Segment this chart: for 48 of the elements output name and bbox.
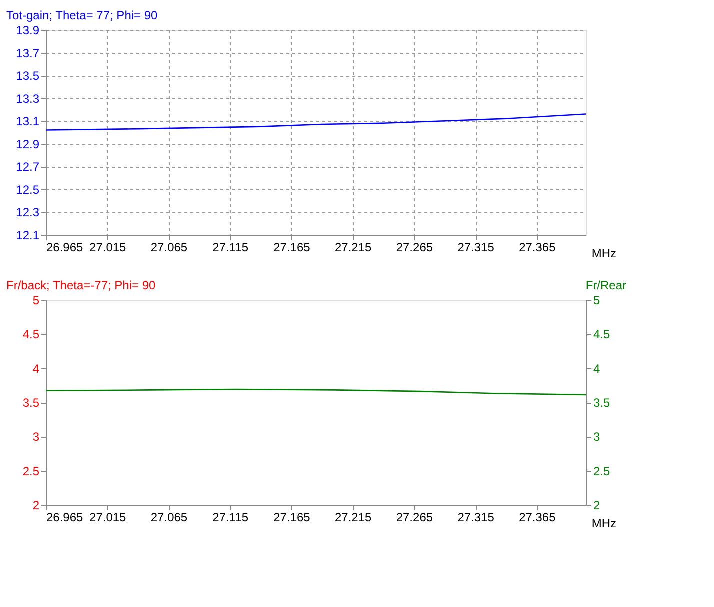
y-tick-label: 12.9 — [16, 137, 40, 152]
y-tick-label: 4 — [32, 362, 40, 376]
y-tick-label: 12.1 — [16, 228, 40, 242]
y-tick-label: 4.5 — [22, 328, 40, 342]
y-tick-label: 13.1 — [16, 114, 40, 129]
x-tick-label: 27.315 — [458, 240, 495, 254]
y2-tick-label: 2 — [594, 498, 600, 512]
y-tick-label: 12.5 — [16, 182, 40, 197]
y2-tick-label: 2.5 — [594, 464, 611, 478]
x-tick-label: 27.215 — [334, 510, 372, 524]
y2-tick-label: 4.5 — [594, 328, 611, 342]
x-tick-label: 27.115 — [212, 240, 249, 254]
x-tick-label: 27.015 — [90, 510, 127, 524]
x-tick-label: 27.265 — [396, 510, 434, 524]
x-tick-label: 27.015 — [90, 240, 127, 254]
y-tick-label: 3.5 — [22, 396, 40, 410]
x-tick-label: 27.065 — [150, 510, 188, 524]
x-axis-title: MHz — [592, 516, 616, 530]
y-tick-label: 2.5 — [22, 464, 40, 478]
x-tick-label: 27.315 — [458, 510, 495, 524]
y2-tick-label: 4 — [594, 362, 600, 376]
y-tick-label: 13.3 — [16, 92, 40, 106]
line-series — [45, 114, 587, 131]
x-tick-label: 27.365 — [519, 240, 556, 254]
y-tick-label: 13.9 — [16, 24, 40, 38]
y2-axis-title: Fr/Rear — [586, 278, 626, 292]
x-tick-label: 26.965 — [46, 510, 84, 524]
x-tick-label: 27.065 — [150, 240, 188, 254]
y-tick-label: 5 — [32, 294, 40, 308]
x-tick-label: 26.965 — [46, 240, 84, 254]
y-tick-label: 12.7 — [16, 160, 40, 174]
y-tick-label: 2 — [32, 498, 40, 512]
y2-tick-label: 5 — [594, 294, 600, 308]
x-tick-label: 27.215 — [334, 240, 372, 254]
x-tick-label: 27.265 — [396, 240, 434, 254]
y-axis-title: Tot-gain; Theta= 77; Phi= 90 — [6, 8, 158, 22]
x-tick-label: 27.165 — [274, 240, 311, 254]
y2-tick-label: 3.5 — [594, 396, 611, 410]
x-tick-label: 27.365 — [519, 510, 556, 524]
y-axis-title: Fr/back; Theta=-77; Phi= 90 — [6, 278, 156, 292]
y-tick-label: 3 — [32, 430, 40, 444]
x-tick-label: 27.165 — [274, 510, 311, 524]
y-tick-label: 13.7 — [16, 46, 40, 60]
x-tick-label: 27.115 — [212, 510, 249, 524]
x-axis-title: MHz — [592, 246, 616, 260]
y-tick-label: 13.5 — [16, 69, 40, 84]
y-tick-label: 12.3 — [16, 206, 40, 220]
y2-tick-label: 3 — [594, 430, 600, 444]
